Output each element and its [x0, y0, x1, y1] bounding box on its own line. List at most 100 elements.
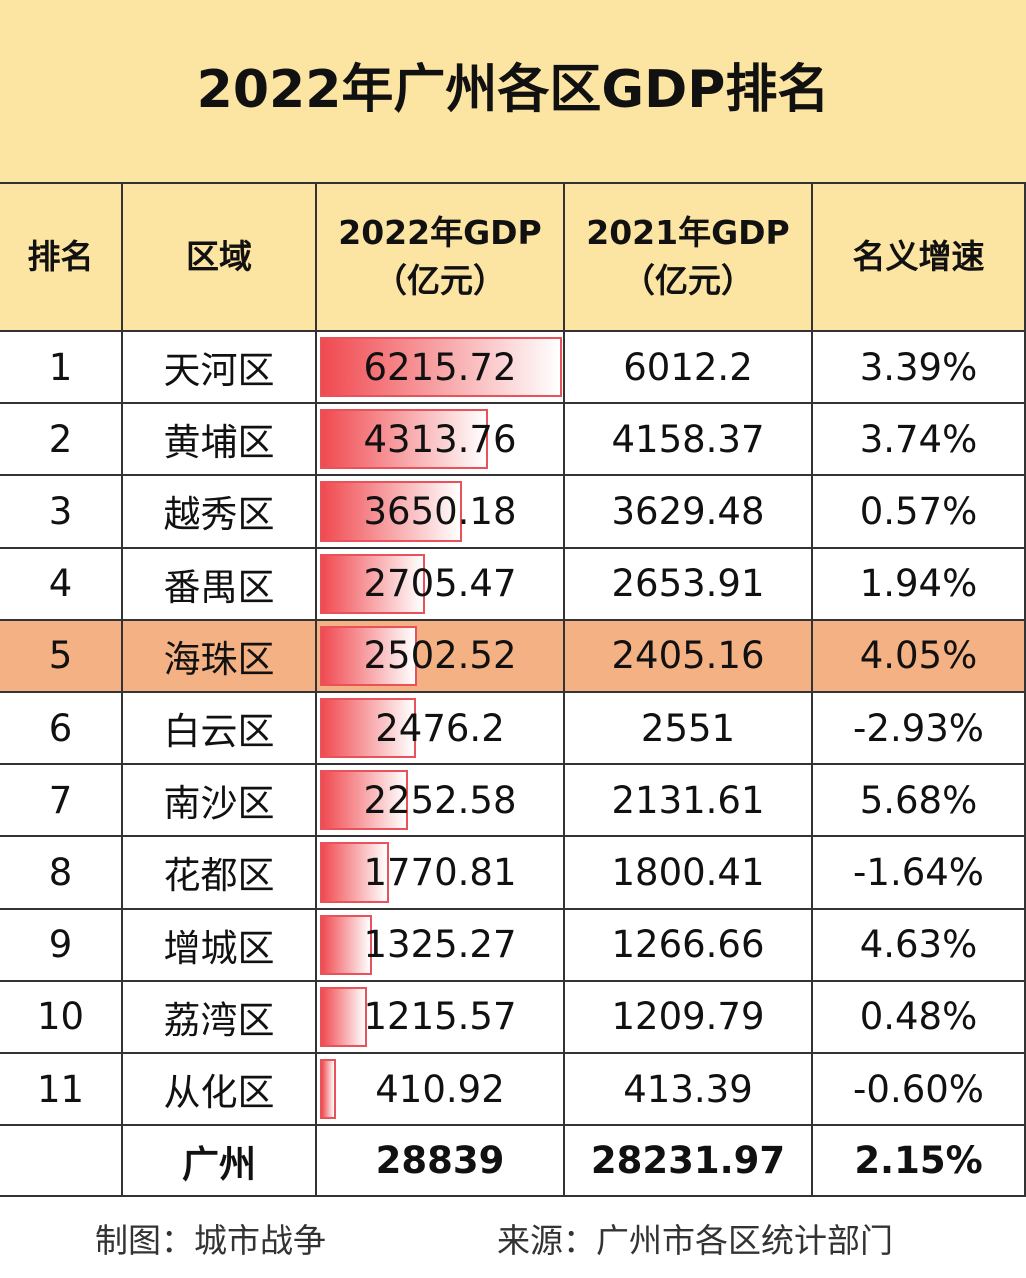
- table-cell: 海珠区: [123, 620, 317, 693]
- header-cell: 排名: [0, 184, 123, 332]
- cell-text: 0.57%: [859, 489, 978, 533]
- cell-text: 花都区: [163, 854, 275, 898]
- total-cell: 2.15%: [813, 1126, 1026, 1197]
- table-cell: 1209.79: [565, 981, 813, 1054]
- cell-text: 天河区: [163, 349, 275, 393]
- table-cell: 3: [0, 476, 123, 549]
- table-cell: 5: [0, 620, 123, 693]
- header-cell: 2021年GDP （亿元）: [565, 184, 813, 332]
- table-cell: 南沙区: [123, 765, 317, 838]
- cell-text: 0.48%: [859, 995, 978, 1039]
- cell-text: 2653.91: [611, 562, 765, 606]
- table-cell: 0.57%: [813, 476, 1026, 549]
- table-cell: 4158.37: [565, 404, 813, 477]
- data-bar: [320, 986, 368, 1047]
- table-cell: 黄埔区: [123, 404, 317, 477]
- table-cell: 2131.61: [565, 765, 813, 838]
- table-cell: 4.63%: [813, 909, 1026, 982]
- header-cell: 名义增速: [813, 184, 1026, 332]
- data-bar: [320, 842, 389, 903]
- table-cell: 0.48%: [813, 981, 1026, 1054]
- table-cell: 6012.2: [565, 332, 813, 405]
- table-cell: 天河区: [123, 332, 317, 405]
- cell-text: 3629.48: [611, 489, 765, 533]
- data-bar: [320, 625, 418, 686]
- table-cell: 8: [0, 837, 123, 910]
- table-cell: 荔湾区: [123, 981, 317, 1054]
- cell-text: 6215.72: [363, 345, 517, 389]
- footer: 制图：城市战争 来源：广州市各区统计部门: [0, 1197, 1026, 1278]
- table-cell: 413.39: [565, 1054, 813, 1127]
- cell-text: 1266.66: [611, 923, 765, 967]
- cell-text: 3.39%: [859, 345, 978, 389]
- cell-text: 4.05%: [859, 634, 978, 678]
- table-cell: 4.05%: [813, 620, 1026, 693]
- cell-text: 3650.18: [363, 489, 517, 533]
- table-cell: 1.94%: [813, 548, 1026, 621]
- cell-text: 2476.2: [375, 706, 505, 750]
- cell-text: 5: [48, 634, 73, 678]
- table-cell: 1266.66: [565, 909, 813, 982]
- table-cell: 4313.76: [317, 404, 565, 477]
- cell-text: 2551: [640, 706, 736, 750]
- table-cell: -2.93%: [813, 693, 1026, 766]
- cell-text: -2.93%: [853, 706, 984, 750]
- cell-text: -0.60%: [853, 1067, 984, 1111]
- table-cell: 白云区: [123, 693, 317, 766]
- data-bar: [320, 481, 463, 542]
- table-cell: 4: [0, 548, 123, 621]
- cell-text: 413.39: [623, 1067, 753, 1111]
- cell-text: -1.64%: [853, 850, 984, 894]
- table-cell: 3.74%: [813, 404, 1026, 477]
- cell-text: 增城区: [163, 926, 275, 970]
- table-cell: 花都区: [123, 837, 317, 910]
- cell-text: 白云区: [163, 710, 275, 754]
- table-cell: 越秀区: [123, 476, 317, 549]
- table-cell: -1.64%: [813, 837, 1026, 910]
- cell-text: 410.92: [375, 1067, 505, 1111]
- table-cell: 2: [0, 404, 123, 477]
- cell-text: 越秀区: [163, 493, 275, 537]
- table-cell: 3.39%: [813, 332, 1026, 405]
- cell-text: 5.68%: [859, 778, 978, 822]
- cell-text: 从化区: [163, 1071, 275, 1115]
- table-cell: 6: [0, 693, 123, 766]
- cell-text: 荔湾区: [163, 998, 275, 1042]
- cell-text: 1770.81: [363, 850, 517, 894]
- table-cell: [0, 1126, 123, 1197]
- cell-text: 6012.2: [623, 345, 753, 389]
- header-cell: 2022年GDP （亿元）: [317, 184, 565, 332]
- cell-text: 7: [48, 778, 73, 822]
- table-cell: 6215.72: [317, 332, 565, 405]
- table-cell: 1215.57: [317, 981, 565, 1054]
- data-bar: [320, 914, 372, 975]
- table-cell: -0.60%: [813, 1054, 1026, 1127]
- table-cell: 增城区: [123, 909, 317, 982]
- table-cell: 1800.41: [565, 837, 813, 910]
- table-cell: 从化区: [123, 1054, 317, 1127]
- table-cell: 2502.52: [317, 620, 565, 693]
- table-cell: 2551: [565, 693, 813, 766]
- table-cell: 10: [0, 981, 123, 1054]
- table-cell: 9: [0, 909, 123, 982]
- table-cell: 3650.18: [317, 476, 565, 549]
- cell-text: 番禺区: [163, 565, 275, 609]
- table-cell: 番禺区: [123, 548, 317, 621]
- cell-text: 2502.52: [363, 634, 517, 678]
- data-bar: [320, 553, 426, 614]
- cell-text: 黄埔区: [163, 421, 275, 465]
- table-cell: 410.92: [317, 1054, 565, 1127]
- table-cell: 1325.27: [317, 909, 565, 982]
- table-cell: 11: [0, 1054, 123, 1127]
- cell-text: 1800.41: [611, 850, 765, 894]
- data-bar: [320, 337, 562, 398]
- cell-text: 3: [48, 489, 73, 533]
- cell-text: 南沙区: [163, 782, 275, 826]
- cell-text: 4.63%: [859, 923, 978, 967]
- cell-text: 1325.27: [363, 923, 517, 967]
- table-cell: 2476.2: [317, 693, 565, 766]
- title: 2022年广州各区GDP排名: [0, 0, 1026, 184]
- cell-text: 1.94%: [859, 562, 978, 606]
- header-cell: 区域: [123, 184, 317, 332]
- cell-text: 9: [48, 923, 73, 967]
